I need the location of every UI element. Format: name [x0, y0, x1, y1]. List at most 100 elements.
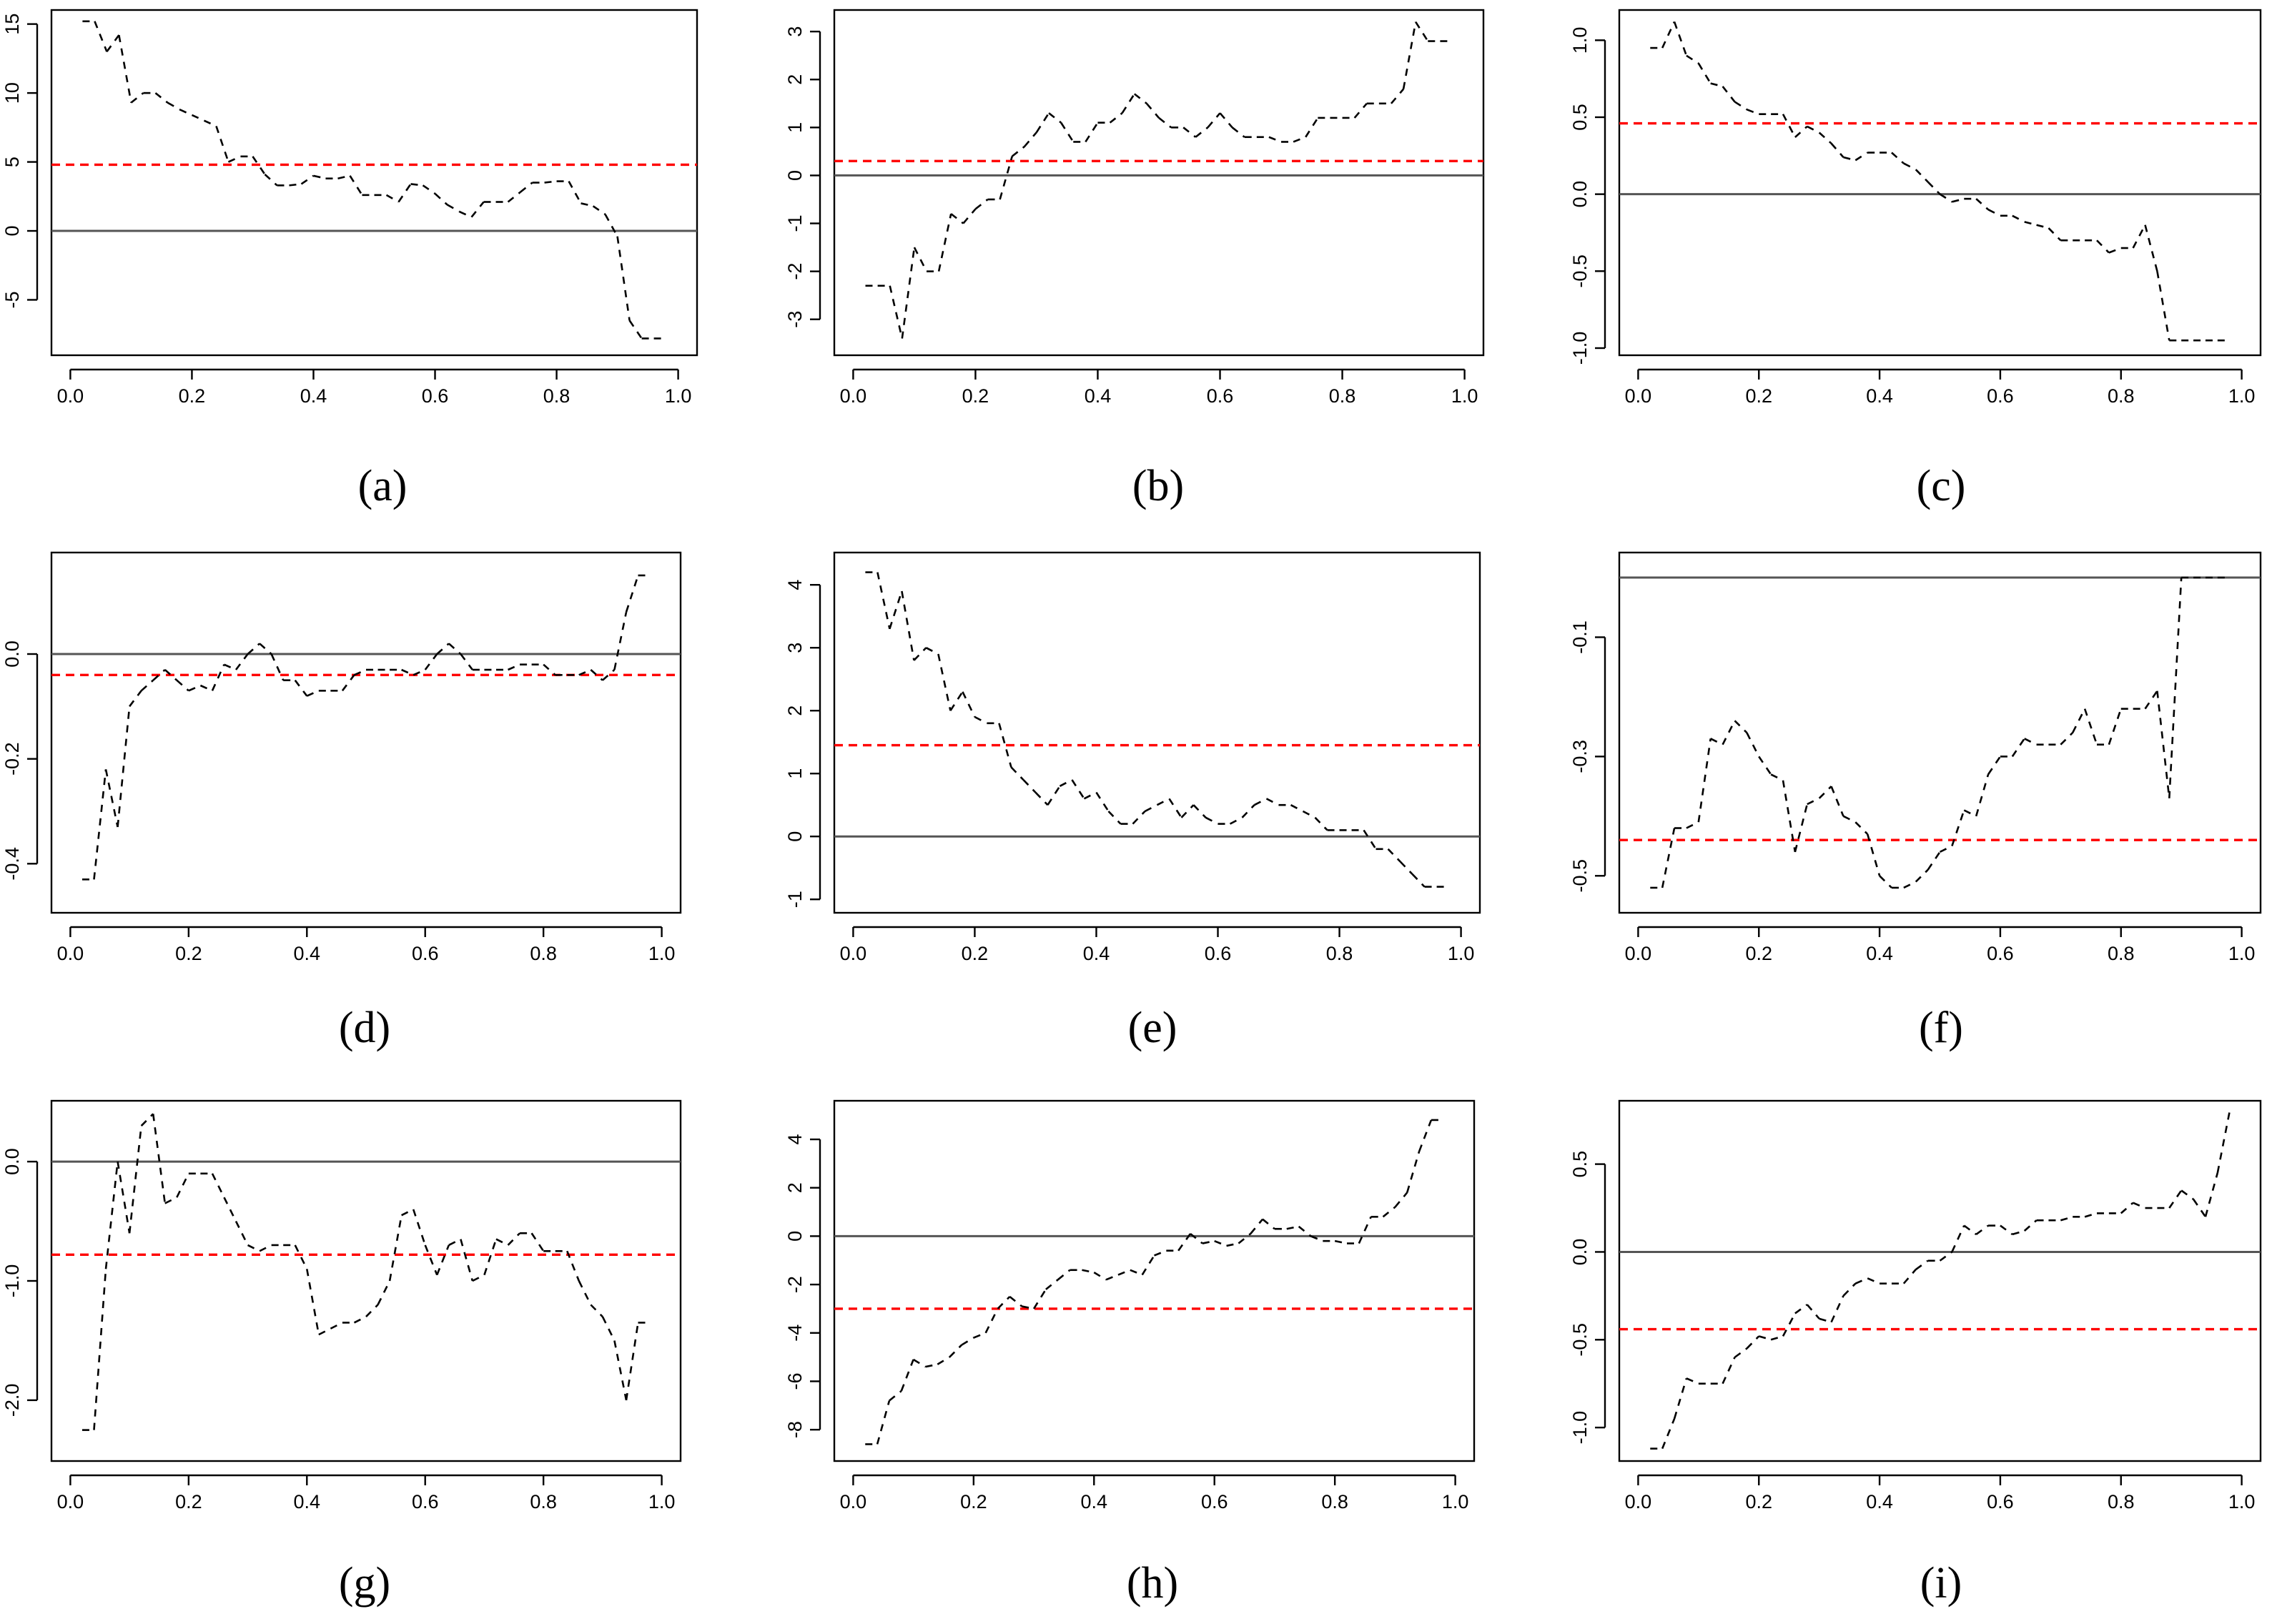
data-segment: [925, 647, 939, 655]
y-tick-label: -1.0: [1569, 332, 1591, 365]
data-segment: [568, 180, 582, 204]
data-segment: [590, 669, 603, 681]
x-tick-label: 0.0: [1625, 943, 1652, 964]
data-segment: [1071, 779, 1085, 800]
data-segment: [424, 1244, 438, 1276]
data-segment: [1806, 1304, 1820, 1320]
data-segment: [2156, 690, 2170, 798]
x-tick-label: 0.8: [1326, 943, 1353, 964]
data-segment: [1951, 1225, 1965, 1253]
data-segment: [1902, 1269, 1917, 1284]
data-series: [865, 571, 1449, 888]
data-segment: [1057, 1269, 1071, 1281]
data-segment: [2108, 247, 2122, 254]
data-segment: [306, 690, 320, 697]
y-tick-label: -1: [784, 215, 806, 232]
data-segment: [1854, 1277, 1868, 1284]
x-tick-label: 0.0: [57, 1491, 84, 1512]
data-segment: [422, 184, 436, 195]
y-tick-label: -8: [784, 1421, 806, 1438]
data-segment: [410, 183, 423, 187]
data-segment: [613, 612, 628, 670]
y-tick-label: 2: [784, 705, 806, 716]
data-segment: [2084, 1212, 2098, 1218]
x-tick-label: 1.0: [648, 943, 676, 964]
y-tick-label: -5: [1, 291, 23, 308]
data-segment: [140, 1113, 154, 1127]
data-segment: [1975, 774, 1990, 817]
data-segment: [1154, 1249, 1167, 1257]
chart-panel-h: 0.0 0.2 0.4 0.6 0.8 1.0 -8 -6 -4 -2 0 2 4 (h): [784, 1099, 1476, 1608]
data-segment: [176, 1173, 190, 1198]
y-tick-label: -0.2: [1, 742, 23, 776]
data-segment: [1083, 791, 1097, 800]
data-segment: [1180, 804, 1195, 818]
data-segment: [578, 668, 591, 676]
x-tick-label: 0.4: [300, 385, 327, 407]
data-segment: [1085, 122, 1099, 143]
data-segment: [1661, 828, 1676, 888]
data-segment: [377, 1280, 391, 1305]
data-segment: [1770, 773, 1784, 781]
data-segment: [215, 125, 229, 162]
data-segment: [294, 1244, 308, 1269]
data-segment: [1758, 1335, 1772, 1341]
y-tick-label: -4: [784, 1325, 806, 1342]
y-tick-label: 10: [1, 82, 23, 104]
data-segment: [167, 102, 181, 111]
y-tick-label: 1: [784, 768, 806, 779]
data-segment: [1214, 1239, 1228, 1247]
x-tick-label: 1.0: [1448, 943, 1475, 964]
data-segment: [188, 684, 201, 692]
data-segment: [1156, 798, 1170, 806]
data-segment: [234, 653, 249, 670]
data-segment: [1202, 1239, 1215, 1244]
data-segment: [2180, 1189, 2194, 1200]
data-segment: [337, 174, 350, 179]
data-segment: [1975, 198, 1989, 211]
y-tick-label: 1.0: [1569, 27, 1591, 54]
x-tick-label: 0.2: [1745, 1491, 1772, 1512]
data-series: [82, 20, 666, 340]
data-segment: [1231, 127, 1245, 138]
data-segment: [2144, 224, 2158, 272]
plot-frame: [833, 9, 1485, 357]
data-segment: [128, 1125, 142, 1234]
data-segment: [1963, 1224, 1977, 1235]
data-segment: [483, 1239, 498, 1276]
data-segment: [448, 1238, 461, 1247]
data-segment: [1854, 821, 1869, 835]
data-segment: [901, 247, 916, 339]
data-segment: [1842, 815, 1856, 823]
plot-frame: [1618, 1099, 2262, 1462]
data-segment: [1411, 873, 1426, 888]
data-segment: [1305, 117, 1319, 138]
data-segment: [1661, 21, 1676, 49]
data-segment: [179, 109, 192, 117]
data-segment: [973, 1332, 987, 1339]
data-segment: [140, 679, 154, 692]
plot-frame: [1618, 551, 2262, 914]
plot-frame: [833, 1099, 1476, 1462]
data-segment: [1105, 1274, 1119, 1281]
data-segment: [949, 1344, 962, 1358]
data-segment: [2083, 708, 2098, 746]
data-segment: [1746, 108, 1759, 115]
x-tick-label: 0.6: [412, 943, 439, 964]
data-segment: [592, 205, 606, 215]
data-segment: [1987, 756, 2001, 776]
y-tick-label: 0.5: [1569, 1151, 1591, 1178]
data-segment: [1915, 869, 1929, 883]
data-segment: [544, 180, 557, 184]
data-segment: [2133, 1202, 2146, 1209]
y-tick-label: 2: [784, 74, 806, 85]
chart-panel-i: 0.0 0.2 0.4 0.6 0.8 1.0 -1.0 -0.5 0.0 0.5 (i): [1569, 1099, 2262, 1608]
data-segment: [1082, 1269, 1095, 1274]
data-segment: [1710, 738, 1724, 746]
chart-panel-e: 0.0 0.2 0.4 0.6 0.8 1.0 -1 0 1 2 3 4 (e): [784, 551, 1481, 1052]
y-tick-label: 15: [1, 14, 23, 35]
data-segment: [412, 1209, 426, 1246]
data-segment: [566, 1250, 581, 1282]
data-segment: [2144, 690, 2158, 710]
x-tick-label: 0.8: [530, 1491, 557, 1512]
